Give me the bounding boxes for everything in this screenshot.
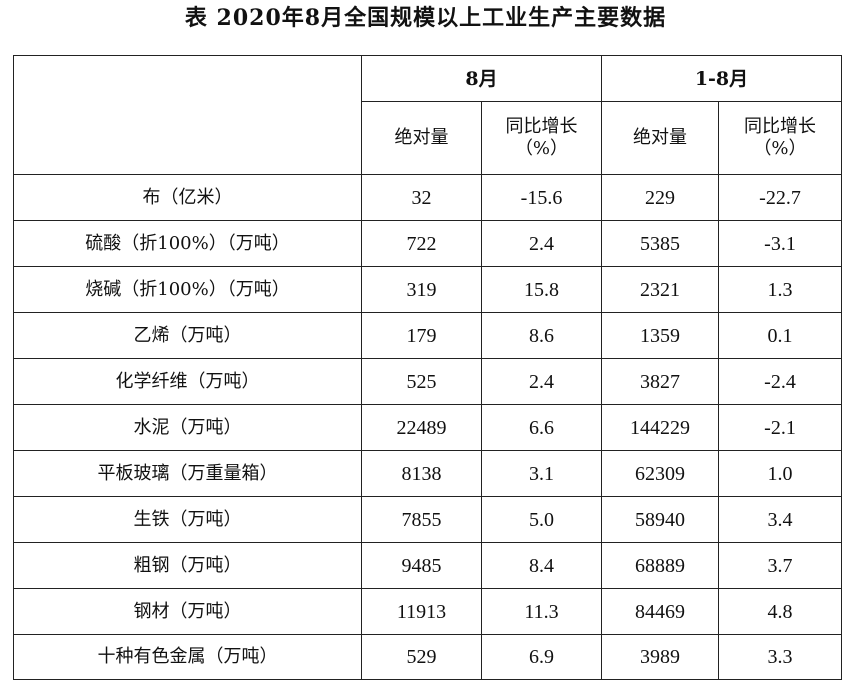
month-yoy-cell: 11.3 [481, 588, 602, 635]
header-ytd-yoy-unit: （%） [753, 138, 807, 159]
table-row: 生铁（万吨） 7855 5.0 58940 3.4 [13, 496, 842, 543]
header-ytd-yoy: 同比增长 （%） [718, 101, 842, 175]
table-row: 粗钢（万吨） 9485 8.4 68889 3.7 [13, 542, 842, 589]
month-absolute-cell: 22489 [361, 404, 482, 451]
data-table: 8月 1-8月 绝对量 同比增长 （%） 绝对量 同比增长 （%） 布（亿米） 3… [13, 55, 842, 680]
table-row: 乙烯（万吨） 179 8.6 1359 0.1 [13, 312, 842, 359]
header-month-yoy-unit: （%） [514, 138, 569, 159]
ytd-yoy-cell: -22.7 [718, 174, 842, 221]
product-cell: 钢材（万吨） [13, 588, 362, 635]
product-cell: 十种有色金属（万吨） [13, 634, 362, 680]
header-month-absolute: 绝对量 [361, 101, 482, 175]
product-cell: 硫酸（折100%）（万吨） [13, 220, 362, 267]
month-absolute-cell: 9485 [361, 542, 482, 589]
table-row: 水泥（万吨） 22489 6.6 144229 -2.1 [13, 404, 842, 451]
ytd-absolute-cell: 62309 [601, 450, 719, 497]
header-ytd-absolute: 绝对量 [601, 101, 719, 175]
ytd-absolute-cell: 84469 [601, 588, 719, 635]
product-cell: 烧碱（折100%）（万吨） [13, 266, 362, 313]
ytd-absolute-cell: 3989 [601, 634, 719, 680]
product-cell: 水泥（万吨） [13, 404, 362, 451]
header-period-ytd: 1-8月 [601, 55, 842, 102]
table-row: 硫酸（折100%）（万吨） 722 2.4 5385 -3.1 [13, 220, 842, 267]
ytd-yoy-cell: -2.1 [718, 404, 842, 451]
ytd-absolute-cell: 5385 [601, 220, 719, 267]
month-yoy-cell: 15.8 [481, 266, 602, 313]
product-cell: 生铁（万吨） [13, 496, 362, 543]
month-absolute-cell: 11913 [361, 588, 482, 635]
product-cell: 乙烯（万吨） [13, 312, 362, 359]
header-period-month: 8月 [361, 55, 602, 102]
ytd-absolute-cell: 1359 [601, 312, 719, 359]
product-cell: 粗钢（万吨） [13, 542, 362, 589]
ytd-yoy-cell: 1.0 [718, 450, 842, 497]
table-row: 化学纤维（万吨） 525 2.4 3827 -2.4 [13, 358, 842, 405]
ytd-absolute-cell: 58940 [601, 496, 719, 543]
header-ytd-yoy-label: 同比增长 [744, 116, 816, 137]
ytd-yoy-cell: -2.4 [718, 358, 842, 405]
month-absolute-cell: 179 [361, 312, 482, 359]
ytd-absolute-cell: 2321 [601, 266, 719, 313]
ytd-absolute-cell: 68889 [601, 542, 719, 589]
month-yoy-cell: 6.6 [481, 404, 602, 451]
table-row: 布（亿米） 32 -15.6 229 -22.7 [13, 174, 842, 221]
ytd-yoy-cell: 3.7 [718, 542, 842, 589]
table-row: 烧碱（折100%）（万吨） 319 15.8 2321 1.3 [13, 266, 842, 313]
ytd-yoy-cell: -3.1 [718, 220, 842, 267]
month-yoy-cell: 8.4 [481, 542, 602, 589]
header-corner-cell [13, 55, 362, 175]
month-yoy-cell: -15.6 [481, 174, 602, 221]
ytd-yoy-cell: 3.3 [718, 634, 842, 680]
month-absolute-cell: 32 [361, 174, 482, 221]
ytd-absolute-cell: 229 [601, 174, 719, 221]
ytd-yoy-cell: 4.8 [718, 588, 842, 635]
month-absolute-cell: 525 [361, 358, 482, 405]
header-row-measures: 绝对量 同比增长 （%） 绝对量 同比增长 （%） [14, 101, 842, 175]
header-month-yoy: 同比增长 （%） [481, 101, 602, 175]
month-yoy-cell: 8.6 [481, 312, 602, 359]
month-yoy-cell: 2.4 [481, 358, 602, 405]
ytd-yoy-cell: 1.3 [718, 266, 842, 313]
ytd-yoy-cell: 3.4 [718, 496, 842, 543]
product-cell: 化学纤维（万吨） [13, 358, 362, 405]
month-yoy-cell: 3.1 [481, 450, 602, 497]
month-yoy-cell: 2.4 [481, 220, 602, 267]
header-row-periods: 8月 1-8月 [13, 55, 842, 175]
month-yoy-cell: 5.0 [481, 496, 602, 543]
month-absolute-cell: 319 [361, 266, 482, 313]
page-title: 表 2020年8月全国规模以上工业生产主要数据 [184, 5, 667, 31]
header-month-yoy-label: 同比增长 [505, 116, 578, 137]
month-absolute-cell: 529 [361, 634, 482, 680]
table-row: 钢材（万吨） 11913 11.3 84469 4.8 [13, 588, 842, 635]
table-row: 平板玻璃（万重量箱） 8138 3.1 62309 1.0 [13, 450, 842, 497]
month-absolute-cell: 7855 [361, 496, 482, 543]
table-row: 十种有色金属（万吨） 529 6.9 3989 3.3 [13, 634, 842, 680]
ytd-absolute-cell: 3827 [601, 358, 719, 405]
ytd-absolute-cell: 144229 [601, 404, 719, 451]
product-cell: 布（亿米） [13, 174, 362, 221]
product-cell: 平板玻璃（万重量箱） [13, 450, 362, 497]
ytd-yoy-cell: 0.1 [718, 312, 842, 359]
month-absolute-cell: 722 [361, 220, 482, 267]
month-absolute-cell: 8138 [361, 450, 482, 497]
month-yoy-cell: 6.9 [481, 634, 602, 680]
